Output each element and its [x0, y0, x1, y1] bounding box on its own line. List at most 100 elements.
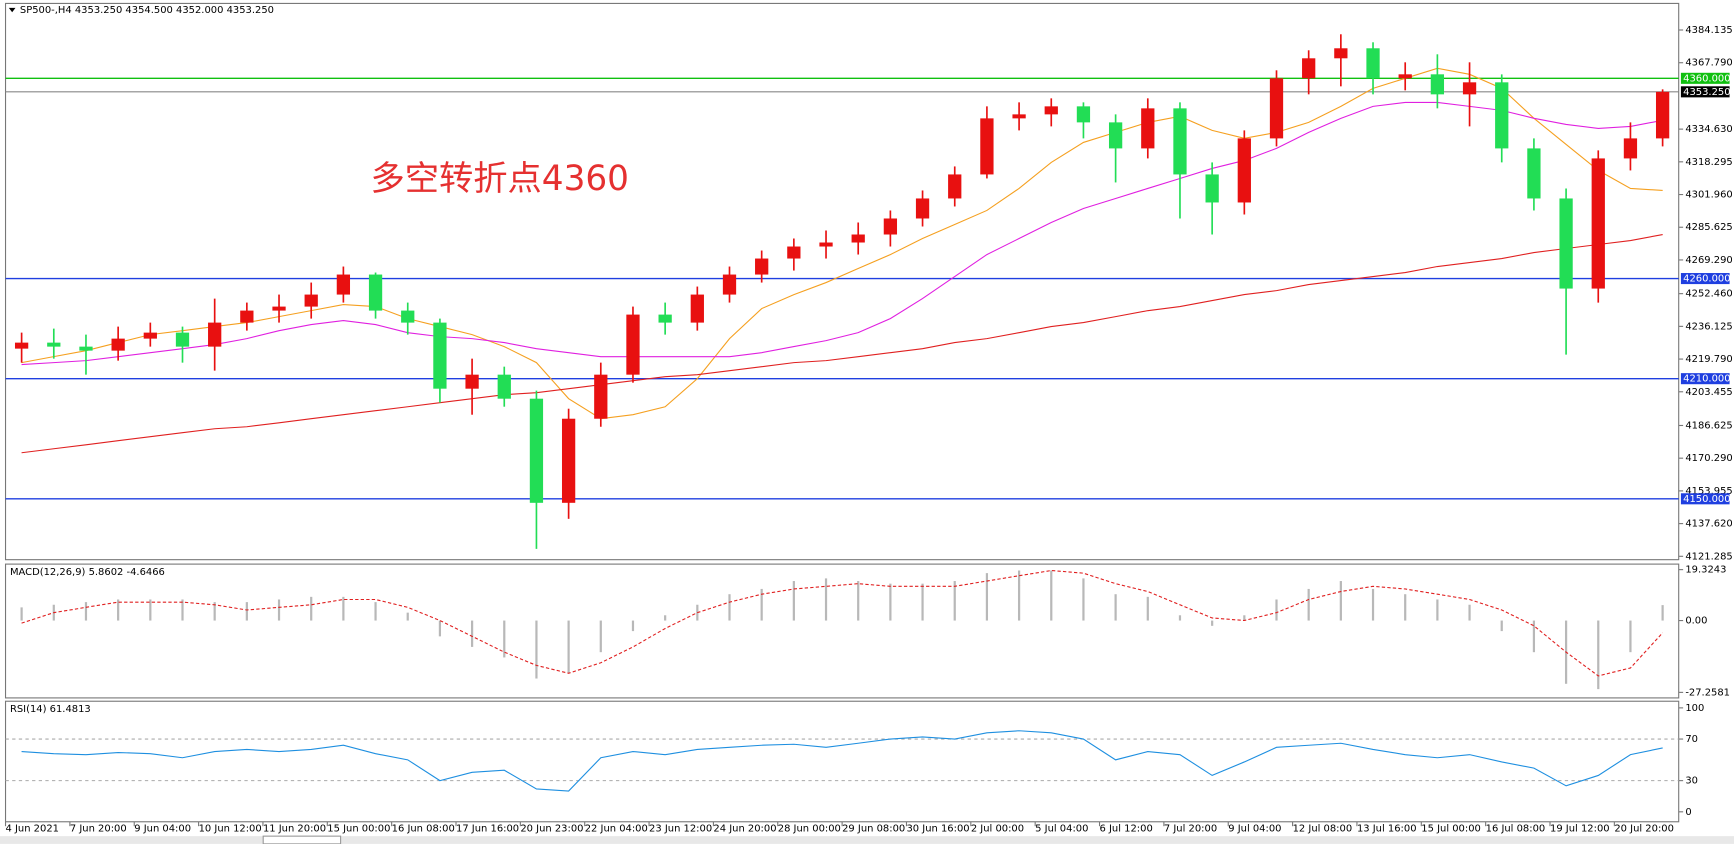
price-tick-label: 4252.460	[1685, 289, 1732, 300]
level-box	[1680, 72, 1730, 84]
menu-arrow[interactable]	[8, 7, 16, 13]
candle-body	[14, 342, 29, 349]
price-tick-label: 4121.285	[1685, 551, 1732, 562]
x-tick-label: 20 Jul 20:00	[1614, 823, 1674, 834]
price-tick-label: 4384.135	[1685, 25, 1732, 36]
candle-body	[1591, 158, 1605, 289]
candle-body	[658, 314, 672, 323]
rsi-tick-label: 0	[1685, 807, 1691, 818]
x-tick-label: 15 Jul 00:00	[1421, 823, 1481, 834]
x-tick-label: 15 Jun 00:00	[327, 823, 390, 834]
candle-body	[1269, 78, 1284, 139]
rsi-tick-label: 100	[1685, 703, 1704, 714]
candle-body	[465, 374, 479, 389]
candle-body	[1366, 48, 1380, 79]
candle-body	[208, 322, 222, 347]
candle-body	[980, 118, 994, 175]
candle-body	[594, 374, 608, 419]
x-tick-label: 29 Jun 08:00	[842, 823, 905, 834]
price-tick-label: 4186.625	[1685, 420, 1732, 431]
moving-average	[21, 67, 1663, 420]
candle-body	[1655, 91, 1670, 139]
x-tick-label: 7 Jun 20:00	[70, 823, 127, 834]
candle-body	[561, 418, 576, 503]
candle-body	[47, 342, 61, 347]
x-tick-label: 2 Jul 00:00	[971, 823, 1024, 834]
candle-body	[304, 294, 318, 307]
candle-body	[1044, 106, 1058, 115]
candle-body	[722, 274, 737, 295]
candle-body	[851, 234, 865, 243]
level-box	[1680, 373, 1730, 385]
candle-body	[175, 332, 190, 347]
price-tick-label: 4203.455	[1685, 387, 1732, 398]
price-tick-label: 4269.290	[1685, 255, 1732, 266]
tab[interactable]	[262, 835, 342, 845]
x-tick-label: 5 Jul 04:00	[1035, 823, 1088, 834]
x-tick-label: 4 Jun 2021	[6, 823, 59, 834]
current-price-box	[1680, 86, 1730, 98]
level-label: 4150.000	[1683, 494, 1730, 505]
price-tick-label: 4367.790	[1685, 58, 1732, 69]
candle-body	[1205, 174, 1219, 203]
level-label: 4260.000	[1683, 274, 1730, 285]
main-frame	[4, 2, 1680, 561]
x-tick-label: 12 Jul 08:00	[1293, 823, 1353, 834]
price-tick-label: 4170.290	[1685, 453, 1732, 464]
x-tick-label: 9 Jun 04:00	[134, 823, 191, 834]
x-tick-label: 9 Jul 04:00	[1228, 823, 1281, 834]
rsi-line	[21, 730, 1663, 792]
candle-body	[336, 274, 351, 295]
x-tick-label: 23 Jun 12:00	[649, 823, 712, 834]
price-tick-label: 4334.630	[1685, 124, 1732, 135]
candle-body	[1173, 108, 1187, 175]
x-tick-label: 16 Jun 08:00	[392, 823, 455, 834]
macd-tick-label: 19.3243	[1685, 565, 1726, 576]
level-label: 4210.000	[1683, 374, 1730, 385]
candle-body	[690, 294, 704, 323]
candle-body	[1237, 138, 1251, 203]
candle-body	[1108, 122, 1123, 149]
level-box	[1680, 493, 1730, 505]
x-tick-label: 24 Jun 20:00	[713, 823, 776, 834]
candle-body	[272, 306, 286, 311]
candle-body	[111, 338, 125, 351]
price-tick-label: 4318.295	[1685, 157, 1732, 168]
candle-body	[948, 174, 962, 199]
x-tick-label: 7 Jul 20:00	[1164, 823, 1217, 834]
x-tick-label: 20 Jun 23:00	[520, 823, 583, 834]
rsi-tick-label: 30	[1685, 776, 1698, 787]
candle-body	[79, 346, 93, 351]
current-price-label: 4353.250	[1683, 87, 1730, 98]
x-tick-label: 13 Jul 16:00	[1357, 823, 1417, 834]
x-tick-label: 19 Jul 12:00	[1550, 823, 1610, 834]
candle-body	[1334, 48, 1348, 59]
candle-body	[240, 310, 254, 323]
price-tick-label: 4137.620	[1685, 519, 1732, 530]
moving-average	[21, 101, 1663, 366]
rsi-title: RSI(14) 61.4813	[10, 704, 91, 715]
candle-body	[1398, 74, 1412, 79]
candle-body	[1623, 138, 1638, 159]
macd-title: MACD(12,26,9) 5.8602 -4.6466	[10, 567, 165, 578]
x-tick-label: 11 Jun 20:00	[263, 823, 326, 834]
candle-body	[143, 332, 157, 339]
x-tick-label: 16 Jul 08:00	[1486, 823, 1546, 834]
candle-body	[1076, 106, 1091, 123]
price-tick-label: 4301.960	[1685, 190, 1732, 201]
level-label: 4360.000	[1683, 73, 1730, 84]
macd-frame	[4, 563, 1680, 699]
macd-signal	[21, 569, 1664, 677]
candle-body	[819, 242, 833, 247]
x-tick-label: 28 Jun 00:00	[778, 823, 841, 834]
tab-bar	[0, 836, 1734, 844]
candle-body	[1012, 114, 1026, 119]
macd-tick-label: -27.2581	[1685, 687, 1730, 698]
annotation: 多空转折点4360	[370, 159, 629, 199]
candle-body	[529, 398, 544, 503]
candle-body	[1495, 82, 1509, 149]
candle-body	[1141, 108, 1155, 149]
